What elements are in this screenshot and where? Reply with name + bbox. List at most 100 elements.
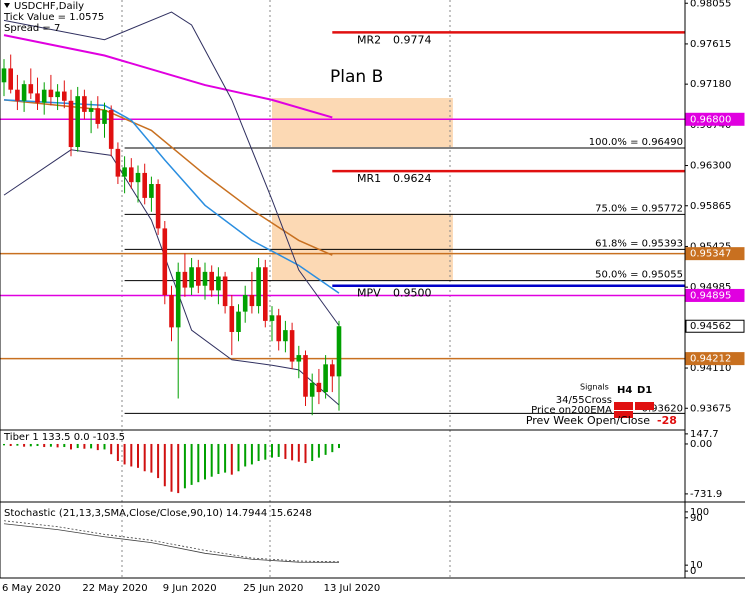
candle-body [263, 267, 268, 321]
histogram-bar [16, 443, 19, 446]
histogram-bar [338, 443, 340, 449]
histogram-bar [197, 443, 200, 483]
histogram-bar [204, 443, 206, 480]
histogram-bar [271, 443, 273, 458]
histogram-bar [304, 443, 307, 464]
y-tick-label: 0.00 [690, 439, 712, 450]
signal-row: Price on200EMA [531, 405, 612, 416]
histogram-bar [49, 443, 52, 447]
candle-body [122, 167, 127, 177]
candle-body [256, 267, 261, 307]
y-tick-label: 0.96300 [690, 161, 731, 172]
histogram-bar [110, 443, 113, 455]
y-tick-label: 0 [690, 566, 696, 577]
candle-body [102, 110, 107, 124]
histogram-bar [116, 443, 119, 462]
price-box-label: 0.94895 [690, 290, 731, 301]
info-text: Spread = 7 [4, 23, 60, 34]
candle-body [236, 311, 241, 332]
fib-label: 100.0% = 0.96490 [589, 137, 683, 148]
histogram-bar [264, 443, 267, 460]
moving-average [3, 11, 340, 326]
background-layer [272, 98, 453, 281]
info-text: Tick Value = 1.0575 [3, 12, 104, 23]
x-tick-label: 9 Jun 2020 [163, 583, 217, 594]
fib-label: 61.8% = 0.95393 [595, 238, 683, 249]
histogram-bar [63, 443, 66, 448]
x-tick-label: 6 May 2020 [2, 583, 61, 594]
y-tick-label: 147.7 [690, 429, 719, 440]
candle-body [15, 89, 20, 101]
signal-box [635, 402, 654, 410]
candle-body [309, 382, 315, 397]
candle-body [209, 271, 214, 291]
histogram-bar [297, 443, 300, 462]
candle-body [28, 84, 34, 94]
candle-body [95, 108, 101, 124]
histogram-bar [90, 443, 93, 449]
pivot-name: MR1 [357, 172, 381, 185]
price-box [685, 319, 745, 333]
signal-row: Prev Week Open/Close [526, 414, 650, 427]
price-box-label: 0.94212 [690, 354, 731, 365]
candle-body [82, 96, 87, 112]
histogram-bar [36, 443, 39, 447]
price-box [685, 352, 745, 366]
moving-average [3, 99, 340, 294]
candle-body [216, 276, 221, 291]
candle-body [196, 267, 201, 286]
candle-body [202, 271, 208, 286]
histogram-bar [143, 443, 146, 472]
histogram-bar [317, 443, 320, 458]
candle-body [276, 315, 281, 342]
y-tick-label: 90 [690, 513, 703, 524]
histogram-bar [9, 443, 12, 447]
candle-body [296, 355, 302, 362]
histogram-bar [311, 443, 314, 462]
candle-body [75, 96, 80, 148]
candle-body [229, 306, 235, 332]
candle-body [1, 68, 7, 83]
price-box-label: 0.96800 [690, 114, 731, 125]
chart-title: USDCHF,Daily [14, 1, 84, 12]
moving-average [3, 149, 340, 406]
histogram-bar [70, 443, 72, 450]
candle-body [283, 330, 288, 342]
histogram-bar [284, 443, 287, 459]
histogram-bar [150, 443, 153, 473]
candle-body [48, 89, 54, 98]
histogram-bar [130, 443, 133, 467]
candle-body [115, 148, 121, 177]
candle-body [8, 68, 13, 90]
candle-body [41, 89, 47, 103]
histogram-bar [29, 443, 32, 447]
zone [272, 98, 453, 148]
candle-body [289, 330, 295, 362]
histogram-bar [250, 443, 253, 465]
y-tick-label: 100 [690, 507, 709, 518]
histogram-bar [76, 443, 79, 449]
histogram-bar [237, 443, 240, 472]
candle-body [182, 271, 188, 288]
y-tick-label: -731.9 [690, 489, 722, 500]
histogram-bar [163, 443, 166, 487]
y-tick-label: 0.97615 [690, 39, 731, 50]
signal-box [614, 411, 633, 418]
menu-arrow [4, 3, 10, 8]
histogram-bar [230, 443, 233, 475]
histogram-bar [331, 443, 334, 453]
y-tick-label: 0.94985 [690, 282, 731, 293]
candle-body [142, 172, 147, 198]
fib-label: 75.0% = 0.95772 [595, 203, 683, 214]
candle-body [149, 184, 154, 198]
indicator-title: Tiber 1 133.5 0.0 -103.5 [3, 432, 125, 443]
price-box [685, 247, 745, 261]
candle-body [162, 228, 168, 295]
y-tick-label: 0.97180 [690, 79, 731, 90]
candle-body [222, 276, 228, 307]
histogram-bar [123, 443, 126, 465]
candle-body [316, 382, 322, 393]
stochastic-line [3, 520, 340, 563]
candle-body [35, 93, 40, 103]
